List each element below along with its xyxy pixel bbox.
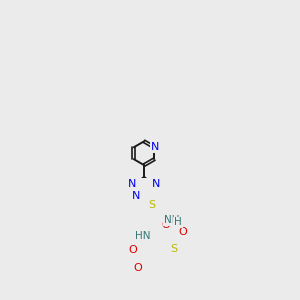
Text: HN: HN xyxy=(135,231,150,241)
Text: S: S xyxy=(170,244,177,254)
Text: O: O xyxy=(128,245,137,255)
Text: S: S xyxy=(148,200,155,210)
Text: N: N xyxy=(128,179,136,189)
Text: N: N xyxy=(152,179,160,189)
Text: H: H xyxy=(174,218,182,227)
Text: N: N xyxy=(151,142,159,152)
Text: N: N xyxy=(132,191,140,201)
Text: O: O xyxy=(178,227,187,237)
Text: O: O xyxy=(161,220,170,230)
Text: O: O xyxy=(134,263,142,273)
Text: NH: NH xyxy=(164,215,179,225)
